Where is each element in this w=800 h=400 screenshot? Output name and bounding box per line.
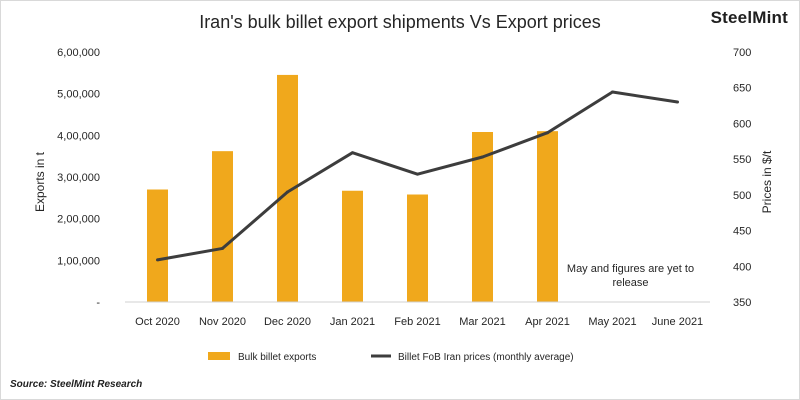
y-tick-label: 1,00,000 [57, 255, 100, 267]
x-tick-label: Dec 2020 [264, 316, 311, 328]
chart-annotation: May and figures are yet to release [567, 263, 694, 289]
y2-tick-label: 550 [733, 154, 751, 166]
x-tick-label: June 2021 [652, 316, 703, 328]
legend: Bulk billet exports Billet FoB Iran pric… [208, 352, 574, 363]
x-tick-label: Feb 2021 [394, 316, 440, 328]
y-axis-title: Exports in t [33, 151, 47, 212]
x-tick-label: Oct 2020 [135, 316, 180, 328]
annotation-line: May and figures are yet to [567, 263, 694, 275]
y2-tick-label: 400 [733, 261, 751, 273]
y2-axis-title: Prices in $/t [760, 150, 774, 213]
bar-7 [537, 131, 558, 302]
line-point-3 [286, 190, 289, 194]
y2-tick-label: 350 [733, 297, 751, 309]
line-point-7 [546, 131, 549, 135]
line-point-2 [221, 246, 224, 250]
y2-axis-ticks: 350 400 450 500 550 600 650 700 [733, 47, 751, 309]
y-tick-label: 3,00,000 [57, 172, 100, 184]
y-tick-label: 2,00,000 [57, 214, 100, 226]
bar-4 [342, 190, 363, 302]
bar-2 [212, 151, 233, 302]
y-tick-label: - [96, 297, 100, 309]
y-tick-label: 4,00,000 [57, 130, 100, 142]
bar-1 [147, 189, 168, 302]
x-tick-label: Apr 2021 [525, 316, 570, 328]
y2-tick-label: 500 [733, 190, 751, 202]
x-tick-label: May 2021 [588, 316, 636, 328]
line-point-4 [351, 151, 354, 155]
x-tick-label: Mar 2021 [459, 316, 505, 328]
bar-5 [407, 194, 428, 302]
bar-series [147, 74, 558, 303]
line-point-8 [611, 90, 614, 94]
line-point-5 [416, 172, 419, 176]
legend-swatch-bars [208, 352, 230, 360]
y-tick-label: 5,00,000 [57, 89, 100, 101]
line-series [156, 90, 679, 262]
y-axis-ticks: - 1,00,000 2,00,000 3,00,000 4,00,000 5,00,00… [57, 47, 100, 309]
y2-tick-label: 450 [733, 226, 751, 238]
legend-label-bars: Bulk billet exports [238, 352, 316, 363]
annotation-line: release [612, 277, 648, 289]
y2-tick-label: 600 [733, 118, 751, 130]
y2-tick-label: 650 [733, 83, 751, 95]
bar-3 [277, 74, 298, 303]
source-note: Source: SteelMint Research [10, 379, 143, 390]
y2-tick-label: 700 [733, 47, 751, 59]
line-point-1 [156, 258, 159, 262]
line-point-9 [676, 100, 679, 104]
x-tick-label: Nov 2020 [199, 316, 246, 328]
x-tick-label: Jan 2021 [330, 316, 375, 328]
legend-label-line: Billet FoB Iran prices (monthly average) [398, 352, 574, 363]
x-axis-ticks: Oct 2020 Nov 2020 Dec 2020 Jan 2021 Feb 2021… [135, 316, 703, 328]
bar-6 [472, 132, 493, 302]
line-point-6 [481, 155, 484, 159]
brand-logo: SteelMint [710, 8, 788, 27]
chart-title: Iran's bulk billet export shipments Vs E… [199, 12, 601, 32]
y-tick-label: 6,00,000 [57, 47, 100, 59]
